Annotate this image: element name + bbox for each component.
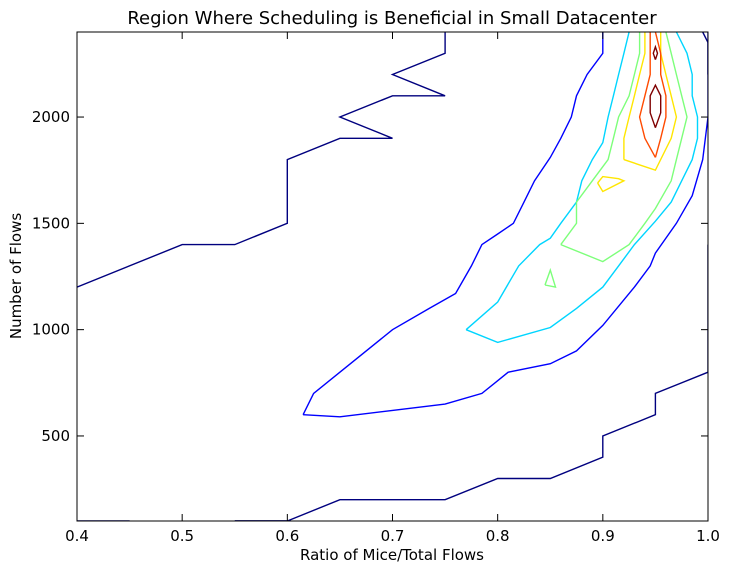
plot-area	[76, 31, 709, 522]
contour-line-level-5-segment-0	[638, 32, 657, 158]
x-tick-label-3: 0.7	[381, 527, 405, 545]
y-tick-label-3: 2000	[32, 108, 70, 126]
contour-line-level-0-segment-0	[77, 32, 446, 288]
contour-line-level-5-segment-1	[654, 32, 667, 158]
x-tick-label-4: 0.8	[486, 527, 510, 545]
contour-lines	[77, 32, 708, 521]
contour-line-level-3-segment-1	[560, 32, 688, 263]
contour-line-level-3-segment-2	[544, 267, 557, 289]
contour-line-level-0-segment-5	[702, 32, 708, 75]
plot-frame	[76, 31, 709, 522]
x-tick-label-6: 1.0	[696, 527, 720, 545]
y-axis-label: Number of Flows	[7, 213, 25, 339]
x-tick-label-5: 0.9	[591, 527, 615, 545]
contour-line-level-1-segment-0	[302, 32, 604, 416]
contour-line-level-0-segment-1	[234, 371, 708, 521]
contour-line-level-4-segment-1	[623, 32, 678, 172]
contour-line-level-4-segment-2	[597, 175, 626, 193]
y-tick-label-1: 1000	[32, 321, 70, 339]
y-axis: 500 1000 1500 2000	[32, 108, 708, 445]
chart-title: Region Where Scheduling is Beneficial in…	[127, 8, 657, 29]
contour-line-level-2-segment-1	[465, 32, 699, 344]
x-tick-label-1: 0.5	[170, 527, 194, 545]
contour-line-level-1-segment-1	[303, 32, 708, 418]
contour-line-level-6-segment-1	[652, 44, 659, 60]
x-tick-label-0: 0.4	[65, 527, 89, 545]
x-axis-label: Ratio of Mice/Total Flows	[300, 546, 484, 564]
y-tick-label-0: 500	[41, 427, 70, 445]
x-tick-label-2: 0.6	[275, 527, 299, 545]
contour-line-level-6-segment-0	[649, 83, 662, 128]
x-axis: 0.4 0.5 0.6 0.7 0.8 0.9 1.0	[65, 32, 720, 545]
contour-line-level-2-segment-0	[465, 32, 630, 331]
contour-line-level-3-segment-0	[560, 32, 641, 246]
contour-line-level-4-segment-0	[623, 32, 646, 160]
y-tick-label-2: 1500	[32, 214, 70, 232]
